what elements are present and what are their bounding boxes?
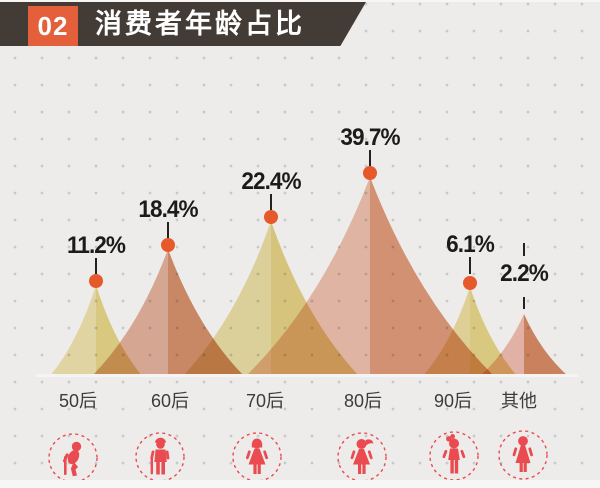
- chart-baseline: [36, 374, 578, 377]
- triangle-70s-left: [183, 221, 271, 376]
- triangle-60s-left: [92, 249, 168, 376]
- category-label-90s: 90后: [433, 391, 473, 411]
- category-label-other: 其他: [501, 391, 537, 411]
- section-number-badge: 02: [28, 6, 78, 46]
- triangle-50s-right: [96, 285, 142, 376]
- peak-dot-70s: [264, 210, 278, 224]
- woman-with-ponytail-icon: [336, 431, 388, 483]
- category-label-80s: 80后: [343, 391, 383, 411]
- triangle-90s-right: [470, 287, 517, 376]
- peak-dot-60s: [161, 238, 175, 252]
- triangle-90s-left: [423, 287, 470, 376]
- value-label-80s: 39.7%: [340, 124, 400, 151]
- bottom-white-strip: [0, 480, 600, 488]
- elderly-person-standing-with-cane-icon: [134, 431, 186, 483]
- value-label-50s: 11.2%: [66, 232, 126, 259]
- pointer-lines: [95, 150, 525, 309]
- peak-markers: [89, 166, 477, 290]
- woman-bob-hair-icon: [231, 431, 283, 483]
- section-title: 消费者年龄占比: [95, 9, 305, 39]
- category-label-60s: 60后: [150, 391, 190, 411]
- category-label-50s: 50后: [58, 391, 98, 411]
- triangle-other-left: [480, 314, 524, 376]
- peak-dot-50s: [89, 274, 103, 288]
- value-label-other: 2.2%: [500, 260, 549, 287]
- triangle-50s-left: [50, 285, 96, 376]
- triangle-80s-right: [370, 177, 494, 376]
- girl-with-hair-bow-icon: [428, 430, 480, 482]
- triangle-80s-left: [246, 177, 370, 376]
- peak-dot-90s: [463, 276, 477, 290]
- value-label-90s: 6.1%: [446, 231, 495, 258]
- value-label-70s: 22.4%: [241, 168, 301, 195]
- triangle-other-right: [524, 314, 568, 376]
- elderly-person-bent-with-cane-icon: [47, 432, 99, 484]
- value-label-60s: 18.4%: [138, 196, 198, 223]
- top-white-strip: [0, 0, 600, 2]
- woman-a-line-dress-icon: [497, 429, 549, 481]
- peak-dot-80s: [363, 166, 377, 180]
- triangle-60s-right: [168, 249, 244, 376]
- category-label-70s: 70后: [245, 391, 285, 411]
